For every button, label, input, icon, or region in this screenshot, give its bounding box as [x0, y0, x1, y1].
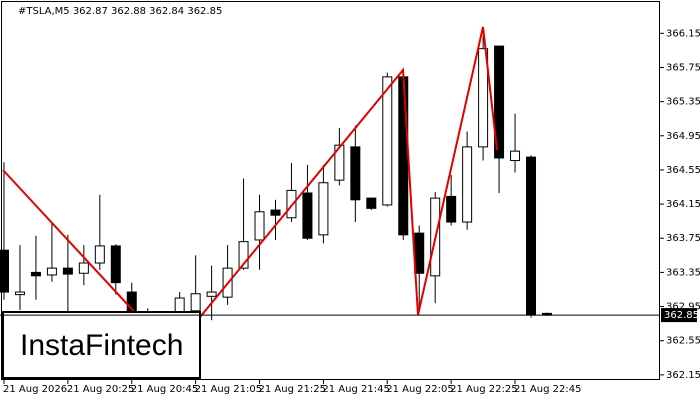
candle-body [286, 189, 297, 219]
current-price-label: 362.85 [664, 310, 699, 321]
y-tick-label: 365.75 [666, 62, 700, 73]
y-tick-label: 366.15 [666, 28, 700, 39]
candle-body [302, 192, 313, 239]
candle-body [94, 245, 105, 264]
candle-body [110, 245, 121, 284]
candle-body [478, 48, 489, 148]
candle-body [462, 146, 473, 223]
logo-box [2, 311, 201, 379]
candle-body [334, 144, 345, 181]
current-price-box [661, 308, 697, 323]
candle-body [14, 291, 25, 296]
candle-body [254, 211, 265, 241]
candle-body [78, 262, 89, 274]
x-tick-label: 21 Aug 22:05 [386, 384, 453, 395]
plot-frame [1, 1, 660, 380]
y-tick-label: 363.75 [666, 233, 700, 244]
pattern-line [195, 26, 498, 323]
candle-body [446, 195, 457, 223]
y-tick-label: 362.55 [666, 336, 700, 347]
candle-body [526, 156, 537, 316]
candle-body [350, 146, 361, 201]
candle-body [206, 291, 217, 297]
y-tick-label: 364.15 [666, 199, 700, 210]
logo: InstaFintech [20, 329, 183, 362]
x-tick-label: 21 Aug 22:45 [514, 384, 581, 395]
x-tick-label: 21 Aug 21:25 [259, 384, 326, 395]
candle-body [398, 76, 409, 236]
x-tick-label: 21 Aug 22:25 [450, 384, 517, 395]
candle-body [0, 249, 9, 293]
y-tick-label: 362.95 [666, 302, 700, 313]
x-tick-label: 21 Aug 20:25 [67, 384, 134, 395]
x-tick-label: 21 Aug 21:45 [322, 384, 389, 395]
candle-body [270, 209, 281, 216]
candle-body [366, 197, 377, 209]
x-tick-label: 21 Aug 21:05 [195, 384, 262, 395]
candle-body [62, 267, 73, 275]
candle-body [190, 293, 201, 312]
x-tick-label: 21 Aug 20:45 [131, 384, 198, 395]
candle-body [510, 150, 521, 162]
x-tick-label: 21 Aug 2026 [3, 384, 67, 395]
candle-body [30, 271, 41, 277]
candle-body [318, 182, 329, 236]
y-tick-label: 364.95 [666, 131, 700, 142]
candle-body [238, 241, 249, 269]
candle-body [46, 267, 57, 276]
chart-title: #TSLA,M5 362.87 362.88 362.84 362.85 [18, 6, 222, 17]
candles [0, 35, 552, 358]
candle-body [382, 76, 393, 206]
y-tick-label: 364.55 [666, 165, 700, 176]
y-tick-label: 363.35 [666, 267, 700, 278]
y-tick-label: 365.35 [666, 97, 700, 108]
y-tick-label: 362.15 [666, 370, 700, 381]
candle-body [494, 45, 505, 159]
